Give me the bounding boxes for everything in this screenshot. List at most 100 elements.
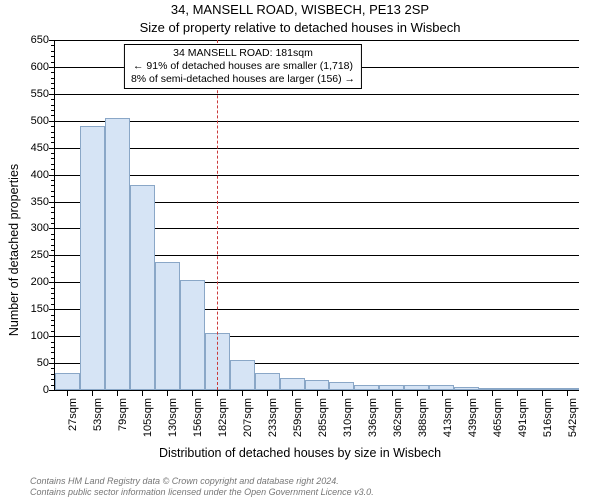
- x-tick: [67, 390, 68, 396]
- y-tick: [49, 175, 55, 176]
- y-minor-tick: [51, 191, 55, 192]
- x-axis-label: Distribution of detached houses by size …: [0, 446, 600, 460]
- y-tick-label: 650: [31, 34, 49, 46]
- gridline: [55, 121, 579, 122]
- histogram-bar: [230, 360, 255, 390]
- x-tick: [192, 390, 193, 396]
- gridline: [55, 40, 579, 41]
- y-minor-tick: [51, 132, 55, 133]
- y-tick-label: 450: [31, 142, 49, 154]
- y-minor-tick: [51, 352, 55, 353]
- x-tick: [442, 390, 443, 396]
- y-tick-label: 600: [31, 61, 49, 73]
- x-tick-label: 207sqm: [242, 398, 254, 437]
- histogram-bar: [80, 126, 105, 390]
- y-minor-tick: [51, 137, 55, 138]
- x-tick-label: 516sqm: [542, 398, 554, 437]
- gridline: [55, 148, 579, 149]
- x-tick: [392, 390, 393, 396]
- y-minor-tick: [51, 105, 55, 106]
- y-minor-tick: [51, 99, 55, 100]
- y-minor-tick: [51, 325, 55, 326]
- y-minor-tick: [51, 142, 55, 143]
- y-tick: [49, 40, 55, 41]
- y-minor-tick: [51, 315, 55, 316]
- y-minor-tick: [51, 347, 55, 348]
- y-minor-tick: [51, 288, 55, 289]
- histogram-bar: [180, 280, 205, 390]
- y-minor-tick: [51, 62, 55, 63]
- x-tick-label: 182sqm: [217, 398, 229, 437]
- histogram-bar: [305, 380, 330, 390]
- gridline: [55, 175, 579, 176]
- y-minor-tick: [51, 368, 55, 369]
- y-tick-label: 400: [31, 169, 49, 181]
- x-tick-label: 156sqm: [192, 398, 204, 437]
- chart-footer: Contains HM Land Registry data © Crown c…: [30, 476, 374, 499]
- annotation-line: 8% of semi-detached houses are larger (1…: [131, 73, 355, 86]
- x-tick: [117, 390, 118, 396]
- x-tick: [542, 390, 543, 396]
- y-minor-tick: [51, 320, 55, 321]
- y-tick-label: 300: [31, 222, 49, 234]
- y-tick-label: 500: [31, 115, 49, 127]
- y-axis-label: Number of detached properties: [7, 164, 21, 336]
- y-tick: [49, 148, 55, 149]
- y-minor-tick: [51, 223, 55, 224]
- x-tick-label: 79sqm: [117, 398, 129, 431]
- y-tick-label: 200: [31, 276, 49, 288]
- y-tick: [49, 282, 55, 283]
- y-tick: [49, 336, 55, 337]
- y-minor-tick: [51, 158, 55, 159]
- y-minor-tick: [51, 88, 55, 89]
- x-tick-label: 413sqm: [442, 398, 454, 437]
- y-tick: [49, 121, 55, 122]
- y-minor-tick: [51, 250, 55, 251]
- x-tick-label: 336sqm: [367, 398, 379, 437]
- x-tick-label: 285sqm: [317, 398, 329, 437]
- x-tick-label: 105sqm: [142, 398, 154, 437]
- x-tick: [567, 390, 568, 396]
- y-minor-tick: [51, 272, 55, 273]
- x-tick: [317, 390, 318, 396]
- gridline: [55, 94, 579, 95]
- histogram-bar: [329, 382, 354, 390]
- histogram-bar: [130, 185, 155, 390]
- y-minor-tick: [51, 196, 55, 197]
- x-tick-label: 233sqm: [267, 398, 279, 437]
- x-tick: [142, 390, 143, 396]
- y-tick: [49, 228, 55, 229]
- footer-line: Contains public sector information licen…: [30, 487, 374, 498]
- y-minor-tick: [51, 169, 55, 170]
- y-minor-tick: [51, 342, 55, 343]
- annotation-box: 34 MANSELL ROAD: 181sqm← 91% of detached…: [124, 44, 362, 89]
- footer-line: Contains HM Land Registry data © Crown c…: [30, 476, 374, 487]
- histogram-bar: [155, 262, 180, 390]
- histogram-bar: [280, 378, 305, 390]
- x-tick-label: 542sqm: [567, 398, 579, 437]
- y-minor-tick: [51, 298, 55, 299]
- x-tick: [492, 390, 493, 396]
- y-minor-tick: [51, 261, 55, 262]
- histogram-bar: [105, 118, 130, 390]
- x-tick-label: 53sqm: [92, 398, 104, 431]
- x-tick-label: 27sqm: [67, 398, 79, 431]
- y-tick: [49, 94, 55, 95]
- y-minor-tick: [51, 164, 55, 165]
- y-minor-tick: [51, 331, 55, 332]
- y-tick: [49, 390, 55, 391]
- y-minor-tick: [51, 234, 55, 235]
- y-tick-label: 150: [31, 303, 49, 315]
- y-minor-tick: [51, 304, 55, 305]
- y-tick: [49, 67, 55, 68]
- x-tick: [467, 390, 468, 396]
- y-minor-tick: [51, 358, 55, 359]
- x-tick: [242, 390, 243, 396]
- x-tick-label: 362sqm: [392, 398, 404, 437]
- y-minor-tick: [51, 110, 55, 111]
- histogram-bar: [255, 373, 280, 390]
- x-tick: [342, 390, 343, 396]
- y-minor-tick: [51, 83, 55, 84]
- x-tick: [267, 390, 268, 396]
- y-tick-label: 350: [31, 196, 49, 208]
